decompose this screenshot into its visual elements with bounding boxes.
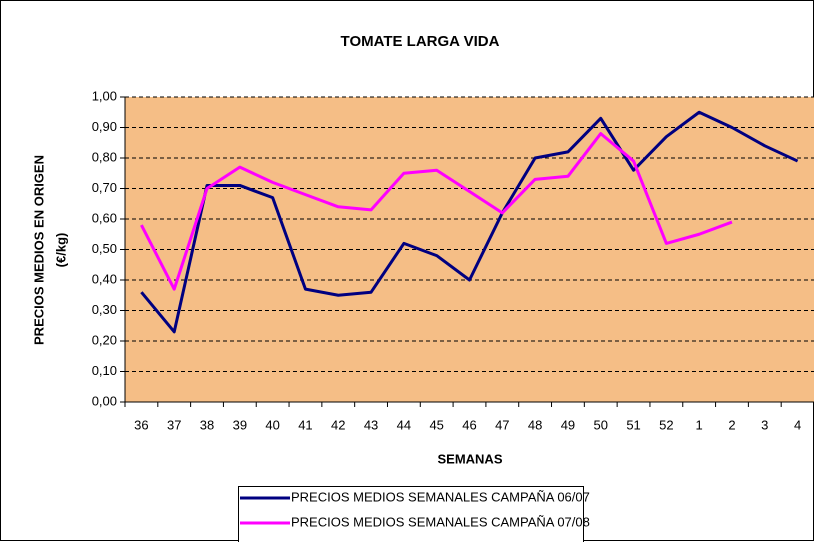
legend-label: PRECIOS MEDIOS SEMANALES CAMPAÑA 07/08 xyxy=(291,514,590,529)
x-tick-label: 52 xyxy=(659,417,673,432)
x-tick-label: 2 xyxy=(728,417,735,432)
x-tick-label: 3 xyxy=(761,417,768,432)
legend-box xyxy=(238,486,584,542)
y-tick-label: 0,40 xyxy=(92,271,117,286)
x-tick-label: 47 xyxy=(495,417,509,432)
y-tick-label: 0,10 xyxy=(92,363,117,378)
x-tick-label: 42 xyxy=(331,417,345,432)
x-tick-label: 43 xyxy=(364,417,378,432)
chart-title: TOMATE LARGA VIDA xyxy=(341,33,500,50)
y-axis-label: PRECIOS MEDIOS EN ORIGEN xyxy=(31,155,46,345)
x-tick-label: 39 xyxy=(233,417,247,432)
x-tick-label: 40 xyxy=(265,417,279,432)
x-tick-label: 38 xyxy=(200,417,214,432)
series-line xyxy=(140,110,799,334)
x-tick-label: 41 xyxy=(298,417,312,432)
y-axis-label: (€/kg) xyxy=(53,233,68,268)
x-tick-label: 50 xyxy=(594,417,608,432)
x-tick-label: 37 xyxy=(167,417,181,432)
legend-label: PRECIOS MEDIOS SEMANALES CAMPAÑA 06/07 xyxy=(291,489,590,504)
y-tick-label: 0,80 xyxy=(92,149,117,164)
y-tick-label: 0,00 xyxy=(92,393,117,408)
y-tick-label: 1,00 xyxy=(92,88,117,103)
x-tick-label: 45 xyxy=(429,417,443,432)
x-tick-label: 46 xyxy=(462,417,476,432)
y-tick-label: 0,90 xyxy=(92,119,117,134)
x-tick-label: 36 xyxy=(134,417,148,432)
x-tick-label: 1 xyxy=(696,417,703,432)
y-tick-label: 0,50 xyxy=(92,241,117,256)
y-tick-label: 0,20 xyxy=(92,332,117,347)
y-tick-label: 0,70 xyxy=(92,180,117,195)
x-tick-label: 51 xyxy=(626,417,640,432)
x-tick-label: 49 xyxy=(561,417,575,432)
x-tick-label: 4 xyxy=(794,417,801,432)
x-tick-label: 44 xyxy=(397,417,411,432)
y-tick-label: 0,30 xyxy=(92,302,117,317)
x-tick-label: 48 xyxy=(528,417,542,432)
series-line xyxy=(140,132,733,291)
x-axis-label: SEMANAS xyxy=(437,451,502,466)
y-tick-label: 0,60 xyxy=(92,210,117,225)
